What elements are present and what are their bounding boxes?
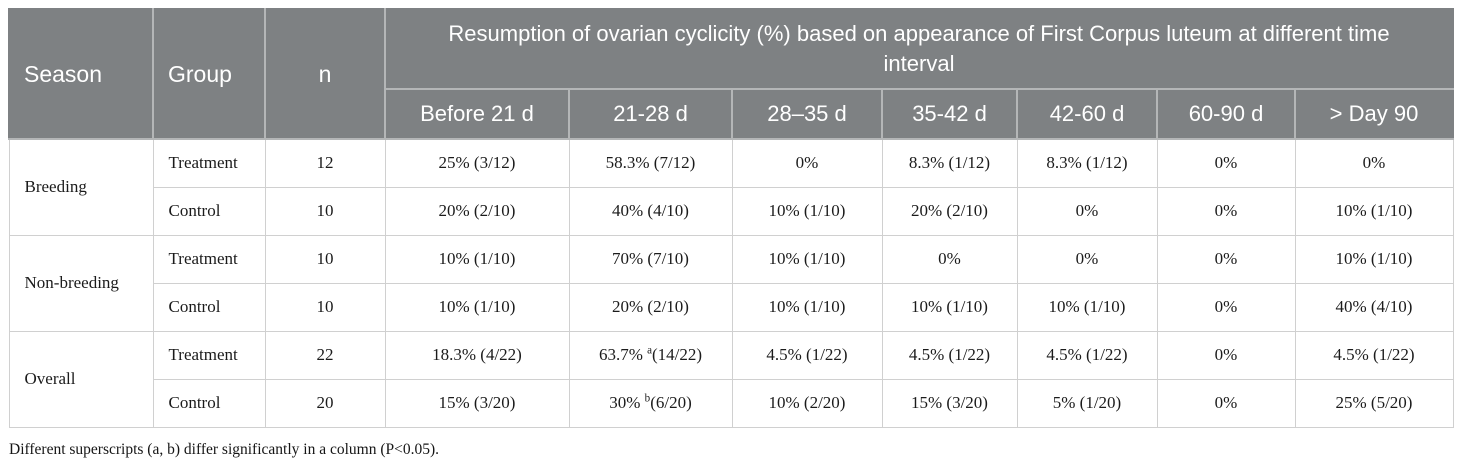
value-cell: 0% (1156, 330, 1296, 380)
value-cell: 0% (1294, 138, 1454, 188)
value-cell: 10% (2/20) (731, 378, 883, 428)
value-cell: 0% (1016, 186, 1158, 236)
group-cell: Treatment (152, 234, 266, 284)
table-title: Resumption of ovarian cyclicity (%) base… (384, 8, 1454, 90)
value-text: 63.7% (598, 345, 648, 364)
value-cell: 70% (7/10) (568, 234, 733, 284)
n-cell: 10 (264, 282, 386, 332)
column-header-42-60d: 42-60 d (1016, 88, 1158, 140)
value-cell: 25% (3/12) (384, 138, 570, 188)
group-cell: Treatment (152, 138, 266, 188)
value-cell: 20% (2/10) (384, 186, 570, 236)
value-cell: 0% (1016, 234, 1158, 284)
value-cell: 0% (1156, 378, 1296, 428)
value-cell: 8.3% (1/12) (881, 138, 1018, 188)
table-row: Control 10 10% (1/10) 20% (2/10) 10% (1/… (9, 282, 1454, 332)
n-cell: 12 (264, 138, 386, 188)
n-cell: 10 (264, 234, 386, 284)
superscript-a: a (647, 344, 653, 357)
value-cell: 20% (2/10) (881, 186, 1018, 236)
table-row: Control 10 20% (2/10) 40% (4/10) 10% (1/… (9, 186, 1454, 236)
value-cell: 0% (731, 138, 883, 188)
value-cell: 8.3% (1/12) (1016, 138, 1158, 188)
value-cell: 10% (1/10) (731, 234, 883, 284)
column-header-group: Group (152, 8, 266, 140)
column-header-before-21d: Before 21 d (384, 88, 570, 140)
value-cell: 15% (3/20) (881, 378, 1018, 428)
value-cell: 5% (1/20) (1016, 378, 1158, 428)
group-cell: Control (152, 282, 266, 332)
value-cell: 0% (881, 234, 1018, 284)
season-cell: Non-breeding (8, 234, 154, 332)
value-cell: 10% (1/10) (881, 282, 1018, 332)
table-header: Season Group n Resumption of ovarian cyc… (8, 8, 1454, 140)
value-cell: 4.5% (1/22) (1016, 330, 1158, 380)
value-text: (14/22) (652, 345, 703, 364)
column-header-60-90d: 60-90 d (1156, 88, 1296, 140)
group-cell: Treatment (152, 330, 266, 380)
column-header-21-28d: 21-28 d (568, 88, 733, 140)
value-cell: 10% (1/10) (731, 282, 883, 332)
value-cell-superscript: 63.7% a(14/22) (568, 330, 733, 380)
n-cell: 20 (264, 378, 386, 428)
value-text: 30% (609, 393, 645, 412)
column-header-35-42d: 35-42 d (881, 88, 1018, 140)
n-cell: 22 (264, 330, 386, 380)
value-cell: 18.3% (4/22) (384, 330, 570, 380)
column-header-n: n (264, 8, 386, 140)
value-cell: 0% (1156, 234, 1296, 284)
value-cell: 20% (2/10) (568, 282, 733, 332)
column-header-day-90: > Day 90 (1294, 88, 1454, 140)
value-cell: 0% (1156, 138, 1296, 188)
column-header-season: Season (8, 8, 154, 140)
value-cell: 10% (1/10) (384, 282, 570, 332)
table-row: Breeding Treatment 12 25% (3/12) 58.3% (… (8, 138, 1454, 236)
table-footnote: Different superscripts (a, b) differ sig… (9, 440, 440, 458)
value-cell: 25% (5/20) (1294, 378, 1454, 428)
ovarian-cyclicity-table: Season Group n Resumption of ovarian cyc… (8, 8, 1454, 428)
table-body: Breeding Treatment 12 25% (3/12) 58.3% (… (8, 138, 1454, 428)
value-cell: 4.5% (1/22) (1294, 330, 1454, 380)
table-row: Control 20 15% (3/20) 30% b(6/20) 10% (2… (9, 378, 1454, 428)
value-cell: 4.5% (1/22) (731, 330, 883, 380)
value-cell-superscript: 30% b(6/20) (568, 378, 733, 428)
superscript-b: b (644, 392, 651, 405)
group-cell: Control (152, 378, 266, 428)
value-cell: 4.5% (1/22) (881, 330, 1018, 380)
value-cell: 0% (1156, 186, 1296, 236)
season-cell: Breeding (8, 138, 154, 236)
value-cell: 10% (1/10) (1294, 234, 1454, 284)
season-cell: Overall (8, 330, 154, 428)
value-cell: 10% (1/10) (384, 234, 570, 284)
n-cell: 10 (264, 186, 386, 236)
value-cell: 40% (4/10) (568, 186, 733, 236)
value-cell: 58.3% (7/12) (568, 138, 733, 188)
table-row: Overall Treatment 22 18.3% (4/22) 63.7% … (8, 330, 1454, 428)
table-row: Non-breeding Treatment 10 10% (1/10) 70%… (8, 234, 1454, 332)
value-cell: 10% (1/10) (1294, 186, 1454, 236)
value-cell: 40% (4/10) (1294, 282, 1454, 332)
column-header-28-35d: 28–35 d (731, 88, 883, 140)
value-cell: 0% (1156, 282, 1296, 332)
value-cell: 15% (3/20) (384, 378, 570, 428)
group-cell: Control (152, 186, 266, 236)
value-text: (6/20) (650, 393, 692, 412)
value-cell: 10% (1/10) (1016, 282, 1158, 332)
value-cell: 10% (1/10) (731, 186, 883, 236)
